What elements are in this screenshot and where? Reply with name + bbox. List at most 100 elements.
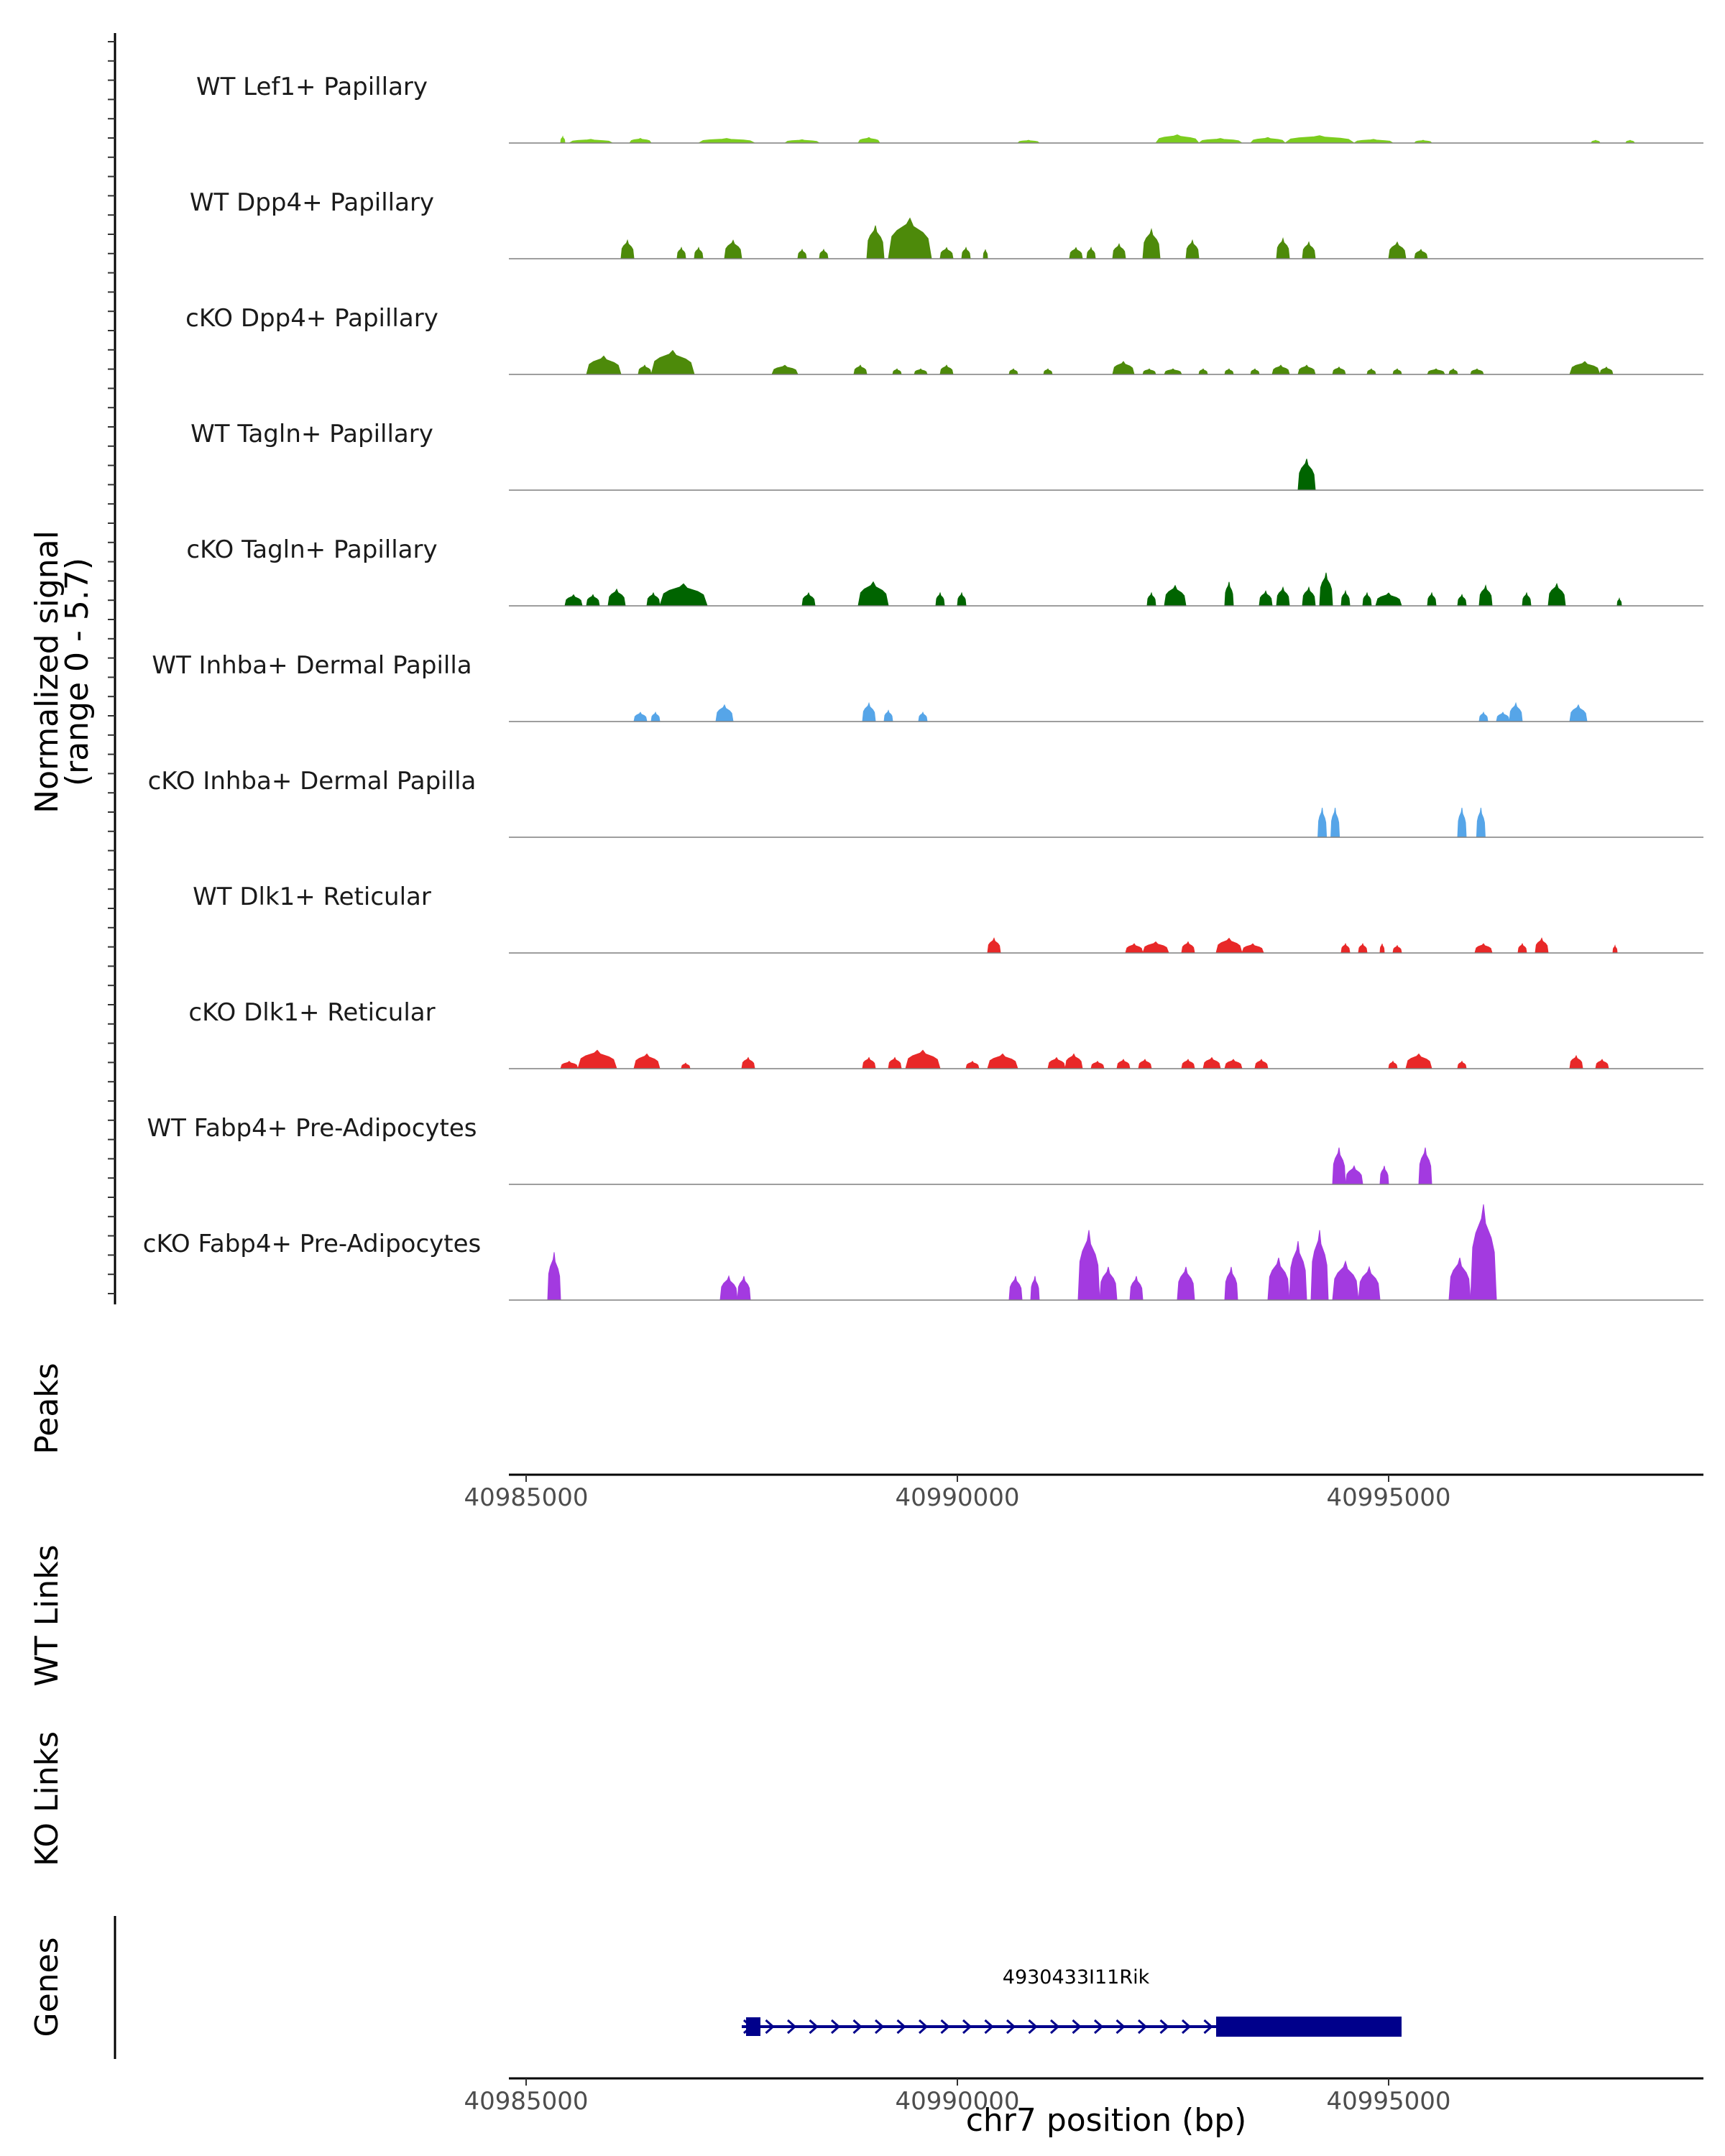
signal-peak bbox=[1358, 942, 1368, 954]
signal-peak bbox=[1470, 368, 1484, 375]
gene-name-label: 4930433I11Rik bbox=[1003, 1966, 1150, 1989]
signal-peak bbox=[1276, 236, 1290, 259]
strand-chevron bbox=[809, 2019, 819, 2035]
coverage-track: cKO Tagln+ Papillary bbox=[186, 535, 1703, 607]
strand-chevron bbox=[874, 2019, 885, 2035]
signal-peak bbox=[1215, 937, 1243, 954]
signal-peak bbox=[1297, 459, 1316, 491]
signal-peak bbox=[1332, 1260, 1359, 1301]
gene-annotations: 4930433I11Rik bbox=[742, 1966, 1402, 2037]
signal-peak bbox=[620, 239, 635, 259]
signal-peak bbox=[1077, 1230, 1100, 1301]
coverage-track: WT Lef1+ Papillary bbox=[196, 73, 1703, 144]
signal-peak bbox=[1224, 581, 1234, 607]
signal-peak bbox=[983, 249, 988, 259]
signal-peak bbox=[1016, 139, 1041, 144]
signal-peak bbox=[1517, 942, 1527, 954]
signal-peak bbox=[1457, 594, 1467, 607]
signal-peak bbox=[1164, 584, 1187, 607]
signal-peak bbox=[1379, 944, 1385, 954]
signal-peak bbox=[547, 1252, 561, 1301]
signal-peak bbox=[1284, 135, 1356, 144]
coverage-track: cKO Dlk1+ Reticular bbox=[188, 998, 1703, 1069]
signal-peak bbox=[1310, 1230, 1329, 1301]
signal-peak bbox=[1375, 592, 1402, 607]
track-label: WT Inhba+ Dermal Papilla bbox=[152, 651, 472, 680]
signal-peak bbox=[883, 709, 893, 722]
signal-peak bbox=[1008, 368, 1018, 375]
signal-peak bbox=[577, 1049, 617, 1069]
signal-peak bbox=[1276, 586, 1290, 607]
strand-chevron bbox=[1072, 2019, 1082, 2035]
signal-peak bbox=[1332, 1147, 1346, 1185]
signal-peak bbox=[1535, 937, 1549, 954]
track-label: WT Fabp4+ Pre-Adipocytes bbox=[147, 1114, 477, 1143]
gene-exon bbox=[746, 2017, 760, 2036]
signal-peak bbox=[633, 1053, 661, 1069]
signal-peak bbox=[676, 247, 686, 259]
signal-peak bbox=[987, 1053, 1018, 1069]
genes-panel-label: Genes bbox=[29, 1937, 65, 2037]
track-label: cKO Inhba+ Dermal Papilla bbox=[148, 767, 477, 796]
signal-peak bbox=[939, 247, 954, 259]
signal-peak bbox=[1457, 1060, 1467, 1069]
signal-peak bbox=[905, 1049, 941, 1069]
signal-peak bbox=[957, 591, 967, 607]
signal-peak bbox=[715, 704, 734, 722]
signal-peak bbox=[638, 364, 652, 375]
signal-peak bbox=[1345, 1165, 1363, 1185]
signal-peak bbox=[1271, 364, 1290, 375]
signal-peak bbox=[633, 711, 648, 722]
signal-peak bbox=[862, 701, 876, 722]
signal-peak bbox=[1522, 591, 1532, 607]
signal-peak bbox=[1392, 368, 1402, 375]
coverage-y-ticks bbox=[108, 41, 115, 1294]
signal-peak bbox=[697, 138, 755, 144]
signal-peak bbox=[659, 583, 708, 607]
signal-peak bbox=[1086, 247, 1096, 259]
signal-peak bbox=[694, 247, 704, 259]
signal-peak bbox=[939, 364, 954, 375]
signal-peak bbox=[1413, 139, 1433, 144]
coverage-track: cKO Inhba+ Dermal Papilla bbox=[148, 767, 1703, 838]
signal-peak bbox=[1388, 1060, 1398, 1069]
signal-peak bbox=[1224, 368, 1234, 375]
signal-peak bbox=[1138, 1059, 1152, 1069]
signal-peak bbox=[1197, 138, 1243, 144]
signal-peak bbox=[918, 711, 928, 722]
strand-chevron bbox=[1159, 2019, 1169, 2035]
signal-peak bbox=[1509, 701, 1523, 722]
strand-chevron bbox=[984, 2019, 994, 2035]
ko-links-panel-label: KO Links bbox=[29, 1731, 65, 1866]
signal-peak bbox=[935, 591, 945, 607]
signal-peak bbox=[1297, 364, 1316, 375]
signal-peak bbox=[1569, 361, 1601, 375]
signal-peak bbox=[1142, 228, 1161, 259]
peaks-x-ticks: 40985000 40990000 40995000 bbox=[464, 1475, 1451, 1512]
x-axis-title: chr7 position (bp) bbox=[966, 2102, 1247, 2139]
signal-peak bbox=[724, 239, 742, 259]
signal-peak bbox=[1112, 361, 1135, 375]
coverage-track: WT Fabp4+ Pre-Adipocytes bbox=[147, 1114, 1703, 1185]
signal-peak bbox=[1366, 368, 1376, 375]
signal-peak bbox=[1625, 139, 1635, 144]
signal-peak bbox=[1112, 243, 1126, 259]
strand-chevron bbox=[1006, 2019, 1016, 2035]
signal-peak bbox=[568, 139, 613, 144]
x-tick-label: 40995000 bbox=[1326, 2087, 1450, 2116]
signal-peak bbox=[1496, 711, 1510, 722]
signal-peak bbox=[1319, 572, 1333, 607]
peaks-panel-label: Peaks bbox=[29, 1363, 65, 1454]
signal-peak bbox=[1302, 586, 1316, 607]
signal-peak bbox=[1330, 807, 1340, 838]
coverage-track: cKO Fabp4+ Pre-Adipocytes bbox=[143, 1204, 1703, 1301]
signal-peak bbox=[1185, 239, 1200, 259]
gene-exon bbox=[1216, 2017, 1402, 2037]
x-tick-label: 40995000 bbox=[1326, 1483, 1450, 1512]
strand-chevron bbox=[786, 2019, 797, 2035]
signal-peak bbox=[1090, 1061, 1105, 1069]
signal-peak bbox=[1358, 1266, 1381, 1301]
strand-chevron bbox=[962, 2019, 972, 2035]
signal-peak bbox=[1267, 1257, 1290, 1301]
